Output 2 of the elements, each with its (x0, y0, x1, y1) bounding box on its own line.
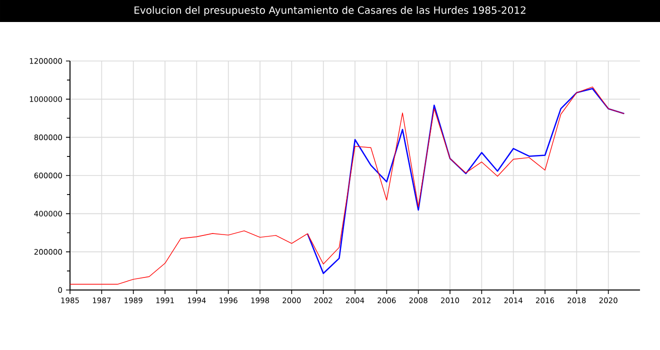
chart-title: Evolucion del presupuesto Ayuntamiento de Casares de las Hurdes 1985-2012 (134, 6, 526, 16)
line-series (306, 88, 625, 274)
